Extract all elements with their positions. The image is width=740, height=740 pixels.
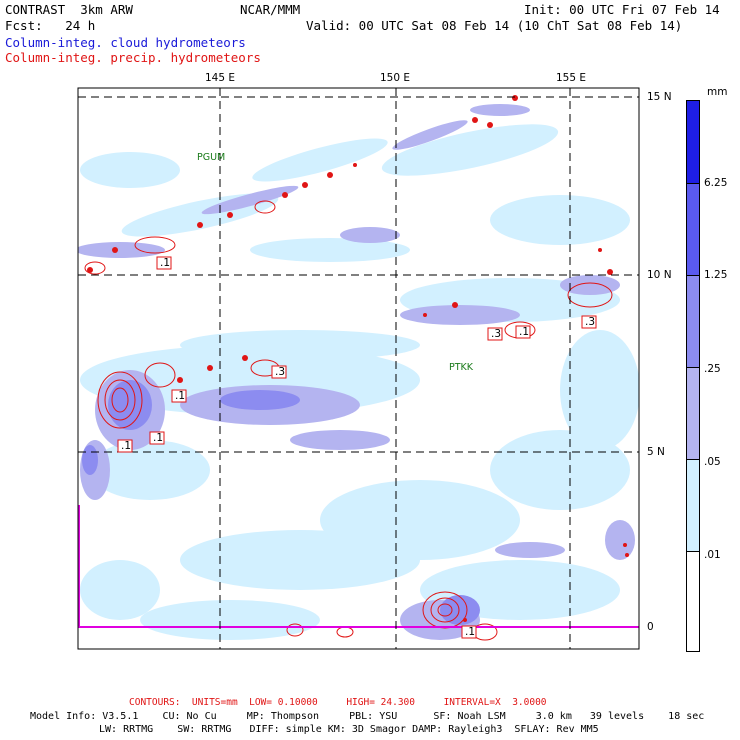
footer-contour-info: CONTOURS: UNITS=mm LOW= 0.10000 HIGH= 24…	[129, 697, 547, 708]
header-init-time: Init: 00 UTC Fri 07 Feb 14	[524, 2, 720, 17]
contour-label: .1	[160, 257, 171, 269]
legend-bin-6	[687, 552, 699, 650]
map-frame	[77, 87, 640, 650]
field-label-precip: Column-integ. precip. hydrometeors	[5, 50, 261, 65]
precip-cores	[87, 95, 629, 622]
header-model-title: CONTRAST 3km ARW	[5, 2, 133, 17]
contour-label: .1	[121, 440, 132, 452]
lat-label-10n: 10 N	[647, 269, 672, 281]
contour-label: .3	[275, 366, 286, 378]
lat-label-5n: 5 N	[647, 446, 665, 458]
graticule	[78, 88, 639, 649]
header-institution: NCAR/MMM	[240, 2, 301, 17]
legend-bin-5	[687, 460, 699, 552]
contour-label-boxes	[117, 256, 597, 639]
field-label-cloud: Column-integ. cloud hydrometeors	[5, 35, 246, 50]
lon-label-155e: 155 E	[556, 72, 587, 84]
legend-bin-2	[687, 184, 699, 276]
lat-label-0: 0	[647, 621, 654, 633]
legend-bin-1	[687, 101, 699, 184]
contour-label: .3	[585, 316, 596, 328]
station-label-pgum: PGUM	[197, 152, 226, 163]
legend-level: 1.25	[704, 269, 728, 281]
contour-label: .3	[491, 328, 502, 340]
legend-level: 6.25	[704, 177, 728, 189]
contour-label: .1	[153, 432, 164, 444]
legend-bin-4	[687, 368, 699, 460]
contour-label: .1	[175, 390, 186, 402]
lon-label-145e: 145 E	[205, 72, 236, 84]
header-valid-time: Valid: 00 UTC Sat 08 Feb 14 (10 ChT Sat …	[306, 18, 683, 33]
legend-colorbar	[686, 100, 700, 652]
legend-level: .25	[704, 363, 721, 375]
lat-label-15n: 15 N	[647, 91, 672, 103]
contour-label: .1	[465, 626, 476, 638]
cloud-shading	[78, 104, 639, 640]
lon-label-150e: 150 E	[380, 72, 411, 84]
legend-level: .05	[704, 456, 721, 468]
contour-label: .1	[519, 326, 530, 338]
footer-physics-info: LW: RRTMG SW: RRTMG DIFF: simple KM: 3D …	[99, 724, 599, 735]
legend-unit: mm	[707, 86, 728, 98]
footer-model-info: Model Info: V3.5.1 CU: No Cu MP: Thompso…	[30, 711, 705, 722]
legend-level: .01	[704, 549, 721, 561]
header-forecast-hour: Fcst: 24 h	[5, 18, 96, 33]
legend-bin-3	[687, 276, 699, 368]
station-label-ptkk: PTKK	[449, 362, 473, 373]
